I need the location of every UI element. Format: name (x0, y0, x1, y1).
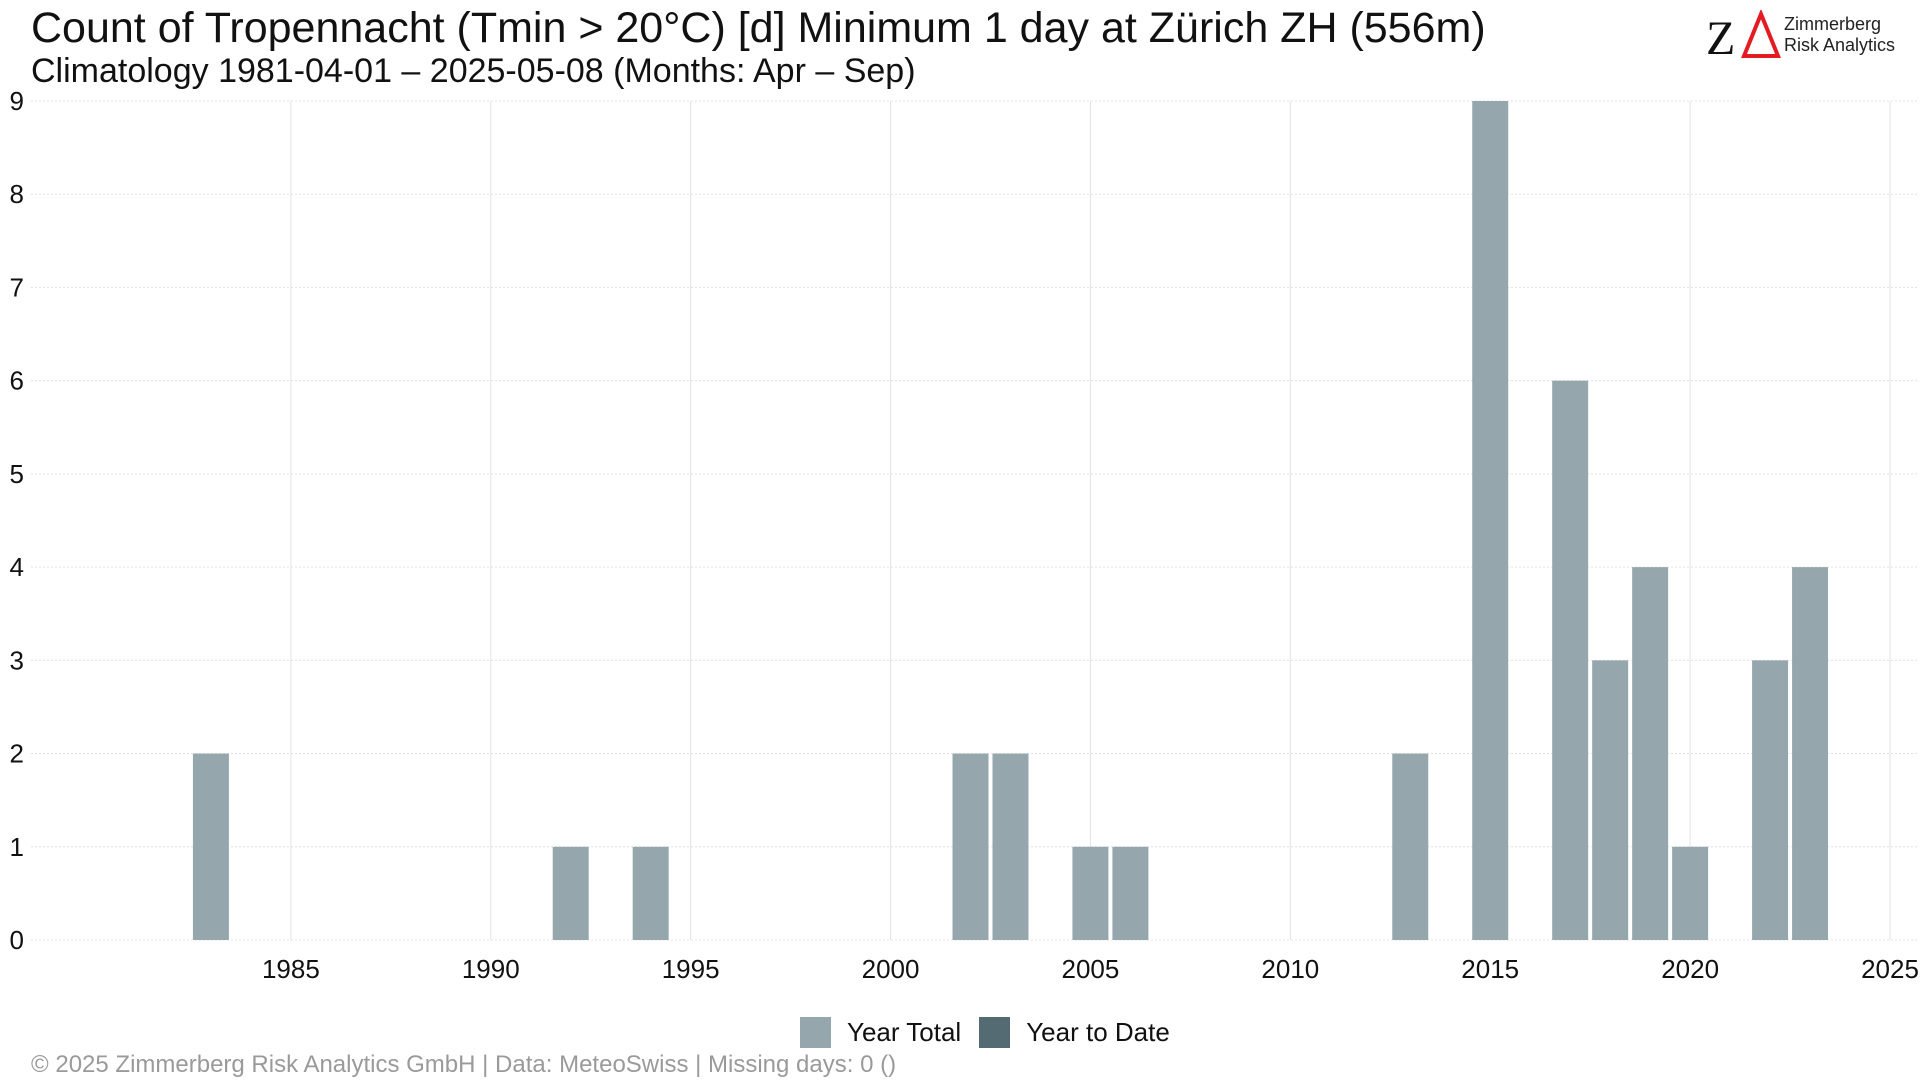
bar-1983 (192, 753, 229, 940)
logo-line1: Zimmerberg (1784, 14, 1882, 34)
logo-line2: Risk Analytics (1784, 35, 1896, 55)
y-tick-label: 9 (10, 86, 24, 116)
logo-text: Zimmerberg Risk Analytics (1784, 14, 1895, 56)
x-tick-label: 1990 (462, 954, 520, 984)
bar-2017 (1552, 380, 1589, 941)
y-tick-label: 3 (10, 645, 24, 675)
bar-2019 (1632, 567, 1669, 940)
legend-swatch-year-total (800, 1016, 831, 1048)
chart-legend: Year Total Year to Date (800, 1015, 1188, 1049)
x-tick-label: 2025 (1861, 954, 1919, 984)
x-tick-label: 2005 (1062, 954, 1120, 984)
bar-2003 (992, 753, 1029, 940)
x-tick-label: 1995 (662, 954, 720, 984)
y-tick-label: 4 (10, 552, 24, 582)
y-tick-label: 1 (10, 832, 24, 862)
x-tick-label: 2015 (1461, 954, 1519, 984)
bar-chart: 0 1 2 3 4 5 6 7 8 9 1985 1990 1995 2000 2005 2010 2015 20… (10, 86, 1919, 984)
bar-2005 (1072, 846, 1109, 940)
legend-item-year-total: Year Total (800, 1016, 962, 1048)
bar-2023 (1792, 567, 1829, 940)
company-logo: Z Zimmerberg Risk Analytics (1706, 8, 1906, 65)
x-tick-label: 1985 (262, 954, 320, 984)
y-tick-label: 0 (10, 925, 24, 955)
bar-2020 (1672, 846, 1709, 940)
bar-2018 (1592, 660, 1629, 940)
x-tick-label: 2010 (1261, 954, 1319, 984)
legend-item-year-to-date: Year to Date (979, 1016, 1170, 1048)
y-tick-label: 2 (10, 739, 24, 769)
bar-2015 (1472, 101, 1509, 940)
chart-title: Count of Tropennacht (Tmin > 20°C) [d] M… (31, 4, 1486, 52)
legend-swatch-year-to-date (979, 1016, 1011, 1048)
legend-label-year-to-date: Year to Date (1026, 1016, 1170, 1047)
chart-subtitle: Climatology 1981-04-01 – 2025-05-08 (Mon… (31, 52, 916, 90)
footer-copyright: © 2025 Zimmerberg Risk Analytics GmbH | … (31, 1051, 897, 1078)
y-tick-label: 7 (10, 272, 24, 302)
bar-2013 (1392, 753, 1429, 940)
logo-delta-shape (1741, 8, 1781, 58)
bar-2006 (1112, 846, 1149, 940)
logo-z-glyph: Z (1706, 12, 1735, 62)
logo-mark-icon: Z (1706, 8, 1781, 65)
y-tick-label: 5 (10, 459, 24, 489)
bar-1992 (552, 846, 589, 940)
x-tick-label: 2020 (1661, 954, 1719, 984)
y-tick-label: 6 (10, 366, 24, 396)
legend-label-year-total: Year Total (847, 1016, 962, 1047)
x-tick-label: 2000 (862, 954, 920, 984)
bar-1994 (632, 846, 669, 940)
bar-2022 (1752, 660, 1789, 940)
bar-2002 (952, 753, 989, 940)
y-tick-label: 8 (10, 179, 24, 209)
